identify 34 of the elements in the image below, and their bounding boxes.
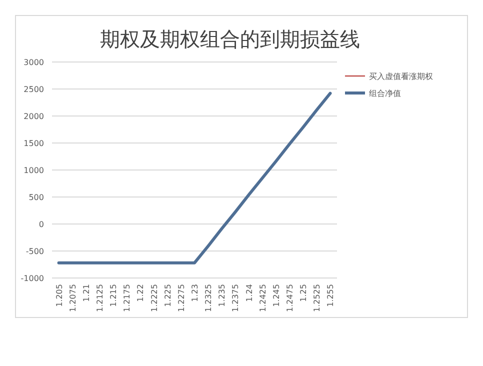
x-tick-label: 1.205: [54, 284, 64, 307]
y-tick-label: 500: [28, 193, 44, 202]
x-tick-label: 1.2125: [96, 284, 104, 312]
y-tick-label: -1000: [20, 274, 44, 283]
legend-label: 组合净值: [369, 89, 401, 98]
x-tick-label: 1.225: [163, 284, 172, 307]
y-tick-label: 2000: [24, 112, 44, 121]
x-tick-label: 1.255: [326, 284, 336, 307]
y-tick-label: 1000: [24, 166, 44, 175]
y-tick-label: -500: [26, 247, 44, 256]
x-tick-label: 1.2175: [122, 284, 132, 312]
x-tick-label: 1.21: [82, 284, 91, 302]
legend-label: 买入虚值看涨期权: [369, 72, 433, 81]
x-tick-label: 1.235: [218, 284, 227, 307]
y-tick-label: 0: [38, 220, 44, 229]
x-tick-label: 1.23: [190, 284, 200, 302]
x-tick-label: 1.2525: [312, 284, 322, 312]
x-tick-label: 1.2275: [176, 284, 186, 312]
x-tick-label: 1.2475: [286, 284, 294, 312]
x-tick-label: 1.2075: [68, 284, 78, 312]
x-tick-label: 1.245: [272, 284, 281, 307]
x-tick-label: 1.22: [136, 284, 146, 302]
x-tick-label: 1.2425: [258, 284, 268, 312]
x-tick-label: 1.2375: [231, 284, 240, 312]
x-tick-label: 1.2225: [150, 284, 159, 312]
y-tick-label: 2500: [24, 85, 44, 94]
line-series: [57, 92, 332, 264]
x-tick-label: 1.25: [299, 284, 308, 302]
x-tick-label: 1.24: [244, 284, 254, 302]
x-tick-label: 1.215: [109, 284, 118, 307]
x-tick-label: 1.2325: [204, 284, 214, 312]
y-tick-label: 1500: [24, 139, 44, 148]
y-tick-label: 3000: [24, 58, 44, 67]
chart-title: 期权及期权组合的到期损益线: [100, 27, 360, 51]
